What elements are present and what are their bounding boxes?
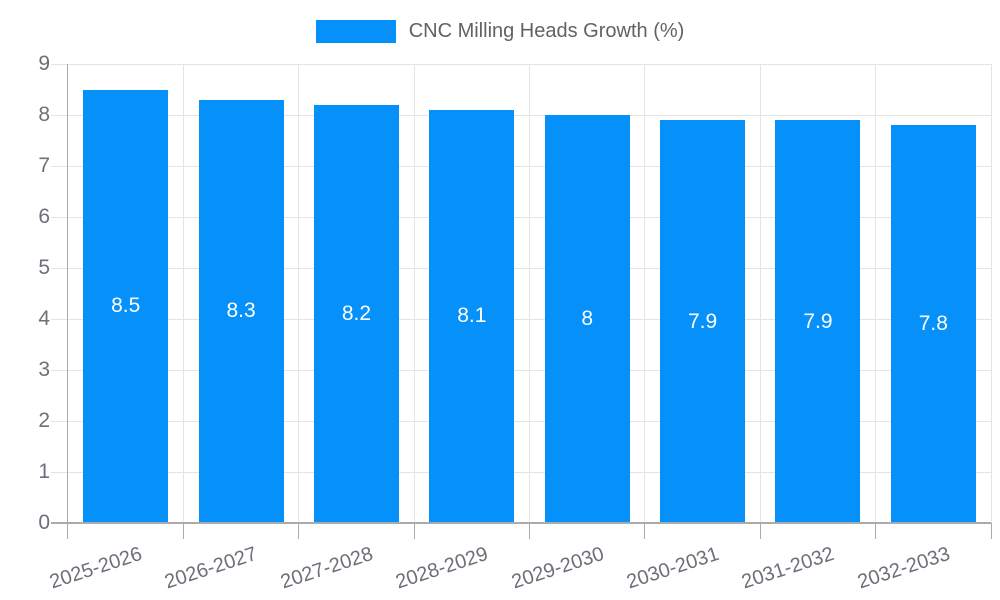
bar-2025-2026[interactable] [83, 89, 169, 522]
bar-2032-2033[interactable] [890, 125, 976, 522]
x-gridline [990, 64, 992, 523]
x-axis-tick-label: 2030-2031 [623, 542, 722, 594]
x-axis-tick-label: 2025-2026 [47, 542, 145, 594]
bar-value-label: 8.2 [341, 301, 372, 325]
bar-value-label: 8.1 [457, 304, 487, 328]
x-axis-tick-label: 2028-2029 [393, 542, 491, 594]
y-tick-mark [51, 267, 68, 269]
legend-label: CNC Milling Heads Growth (%) [408, 20, 685, 42]
y-axis-tick-label: 1 [38, 460, 50, 483]
legend[interactable]: CNC Milling Heads Growth (%) [0, 18, 1000, 44]
x-axis-tick-label: 2029-2030 [508, 542, 607, 594]
bar-2026-2027[interactable] [198, 99, 284, 522]
y-tick-mark [51, 369, 68, 371]
y-tick-mark [51, 165, 68, 167]
bar-value-label: 7.9 [687, 309, 718, 333]
y-axis-tick-label: 5 [38, 256, 50, 279]
x-gridline [298, 64, 300, 523]
bar-value-label: 7.9 [803, 309, 833, 333]
x-axis-tick-label: 2031-2032 [739, 542, 838, 594]
x-gridline [413, 64, 415, 523]
x-tick-mark [298, 523, 300, 539]
x-axis-line [51, 522, 991, 524]
x-tick-mark [644, 523, 646, 539]
bar-value-label: 8 [581, 307, 594, 330]
x-tick-mark [875, 523, 877, 539]
x-gridline [644, 64, 646, 523]
x-gridline [529, 64, 530, 523]
x-gridline [759, 64, 761, 523]
y-axis-tick-label: 6 [38, 205, 50, 228]
bar-2028-2029[interactable] [429, 109, 515, 522]
x-tick-mark [182, 523, 184, 539]
y-tick-mark [51, 216, 68, 218]
bar-2030-2031[interactable] [660, 120, 746, 522]
legend-swatch [315, 19, 396, 43]
x-tick-mark [759, 523, 761, 539]
x-axis-tick-label: 2027-2028 [277, 542, 376, 594]
y-axis-tick-label: 2 [38, 409, 50, 432]
x-tick-mark [529, 523, 530, 539]
x-tick-mark [990, 523, 992, 539]
y-tick-mark [51, 318, 68, 320]
y-axis-tick-label: 9 [38, 52, 50, 75]
x-axis-tick-label: 2032-2033 [854, 542, 953, 594]
bar-2027-2028[interactable] [313, 104, 399, 522]
y-axis-tick-label: 3 [38, 358, 50, 381]
bar-2031-2032[interactable] [775, 120, 861, 522]
bar-value-label: 7.8 [918, 312, 948, 336]
bar-value-label: 8.5 [111, 294, 141, 318]
y-axis-tick-label: 8 [38, 103, 50, 126]
x-gridline [875, 64, 877, 523]
y-tick-mark [51, 114, 68, 116]
x-axis-tick-label: 2026-2027 [162, 542, 261, 594]
y-axis-tick-label: 7 [38, 154, 50, 177]
x-tick-mark [413, 523, 415, 539]
bar-value-label: 8.3 [226, 299, 256, 323]
y-tick-mark [51, 63, 68, 65]
x-gridline [182, 64, 184, 523]
y-tick-mark [51, 471, 68, 473]
y-tick-mark [51, 420, 68, 422]
bar-2029-2030[interactable] [544, 115, 630, 522]
y-axis-tick-label: 0 [38, 511, 50, 534]
y-axis-tick-label: 4 [38, 307, 50, 330]
y-axis-line [67, 64, 68, 539]
